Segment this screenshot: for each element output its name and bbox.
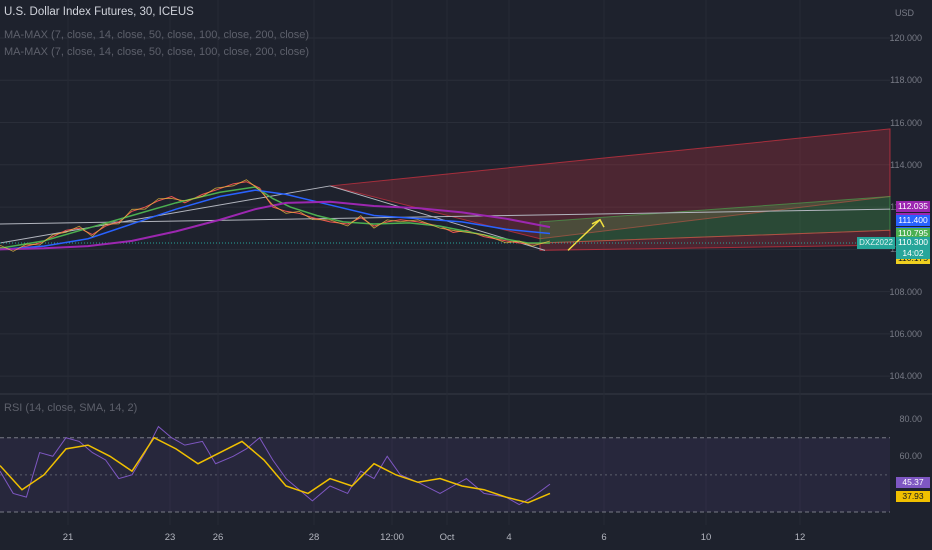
drawing-tools[interactable] [0, 128, 891, 251]
trend-line-up [0, 185, 331, 244]
price-series [0, 179, 551, 252]
projection-arrow-head [591, 218, 605, 228]
rsi-tick-label: 80.00 [899, 414, 922, 425]
series-price [0, 181, 551, 250]
currency-unit-label: USD [894, 8, 914, 18]
price-tick-label: 118.000 [890, 75, 922, 86]
time-tick-label: 6 [601, 532, 607, 543]
series-ma-200 [0, 200, 551, 251]
price-tick-label: 114.000 [890, 159, 922, 170]
series-price-candles [0, 179, 551, 252]
rsi-value-label: 45.37 [896, 477, 930, 489]
time-tick-label: Oct [439, 532, 455, 543]
indicator-legend-ma-max-1[interactable]: MA-MAX (7, close, 14, close, 50, close, … [4, 29, 310, 41]
time-tick-label: 12 [794, 532, 806, 543]
time-tick-label: 28 [308, 532, 320, 543]
pitchfork-median-line [0, 208, 891, 225]
time-tick-label: 21 [62, 532, 74, 543]
price-scale-label[interactable]: 110.795 [896, 227, 930, 239]
rsi-ma-value-label: 37.93 [896, 491, 930, 503]
time-tick-label: 26 [212, 532, 224, 543]
price-tick-label: 108.000 [889, 286, 922, 297]
series-ma-50 [0, 189, 551, 251]
last-price-label[interactable]: 110.300 [896, 236, 930, 248]
time-tick-label: 10 [700, 532, 712, 543]
rsi-pane [0, 437, 890, 513]
symbol-tag[interactable]: DXZ2022 [857, 236, 895, 249]
chart-title[interactable]: U.S. Dollar Index Futures, 30, ICEUS [4, 6, 194, 18]
rsi-series [0, 425, 551, 506]
bar-countdown-label: 14:02 [896, 247, 930, 259]
time-tick-label: 23 [164, 532, 176, 543]
price-scale-label[interactable]: 112.035 [896, 201, 930, 213]
time-tick-label: 4 [506, 532, 512, 543]
indicator-legend-rsi[interactable]: RSI (14, close, SMA, 14, 2) [4, 402, 138, 414]
rsi-tick-label: 60.00 [899, 451, 922, 462]
price-tick-label: 120.000 [889, 33, 922, 44]
price-tick-label: 104.000 [889, 371, 922, 382]
price-tick-label: 116.000 [890, 117, 922, 128]
projection-arrow [567, 219, 601, 251]
rsi-ma-line [0, 436, 551, 504]
price-scale-label[interactable]: 111.400 [896, 214, 930, 226]
indicator-legend-ma-max-2[interactable]: MA-MAX (7, close, 14, close, 50, close, … [4, 46, 310, 58]
time-tick-label: 12:00 [380, 532, 404, 543]
price-tick-label: 106.000 [889, 328, 922, 339]
